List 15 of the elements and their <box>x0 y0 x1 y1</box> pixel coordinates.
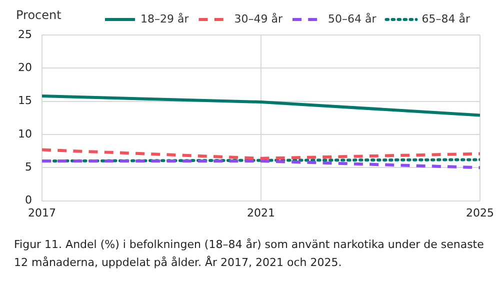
x-tick-label: 2017 <box>28 206 56 220</box>
text: Figur 11. Andel (%) i befolkningen (18–84 år) som använt narkotika under de senaste 12 månaderna, uppdelat på ålder. År 2017, 2021 och 2025. <box>14 237 485 271</box>
y-axis-title: Procent <box>16 8 62 22</box>
legend-label: 30–49 år <box>234 12 283 26</box>
y-tick-label: 15 <box>18 94 32 108</box>
y-tick-label: 0 <box>24 194 32 207</box>
x-tick-label: 2025 <box>466 206 494 220</box>
y-tick-label: 20 <box>18 61 32 74</box>
y-tick-label: 10 <box>18 127 32 140</box>
legend-label: 18–29 år <box>140 12 190 26</box>
y-tick-label: 5 <box>24 160 32 174</box>
legend-label: 65–84 år <box>422 12 470 26</box>
legend-label: 50–64 år <box>328 12 377 26</box>
y-tick-label: 25 <box>18 28 32 41</box>
x-tick-label: 2021 <box>247 206 275 220</box>
